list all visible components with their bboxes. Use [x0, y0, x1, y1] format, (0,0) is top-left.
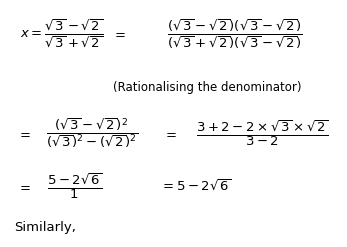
Text: $\dfrac{3+2-2\times\sqrt{3}\times\sqrt{2}}{3-2}$: $\dfrac{3+2-2\times\sqrt{3}\times\sqrt{2…	[196, 118, 328, 148]
Text: $x = \dfrac{\sqrt{3}-\sqrt{2}}{\sqrt{3}+\sqrt{2}}$: $x = \dfrac{\sqrt{3}-\sqrt{2}}{\sqrt{3}+…	[20, 18, 103, 50]
Text: $=$: $=$	[112, 27, 126, 41]
Text: $=$: $=$	[17, 180, 31, 193]
Text: Similarly,: Similarly,	[14, 221, 76, 234]
Text: $\dfrac{(\sqrt{3}-\sqrt{2})^2}{(\sqrt{3})^2-(\sqrt{2})^2}$: $\dfrac{(\sqrt{3}-\sqrt{2})^2}{(\sqrt{3}…	[46, 116, 138, 150]
Text: $\dfrac{(\sqrt{3}-\sqrt{2})(\sqrt{3}-\sqrt{2})}{(\sqrt{3}+\sqrt{2})(\sqrt{3}-\sq: $\dfrac{(\sqrt{3}-\sqrt{2})(\sqrt{3}-\sq…	[167, 17, 303, 51]
Text: (Rationalising the denominator): (Rationalising the denominator)	[113, 81, 302, 94]
Text: $=$: $=$	[163, 127, 177, 140]
Text: $\dfrac{5-2\sqrt{6}}{1}$: $\dfrac{5-2\sqrt{6}}{1}$	[47, 171, 102, 201]
Text: $= 5-2\sqrt{6}$: $= 5-2\sqrt{6}$	[160, 179, 231, 194]
Text: $=$: $=$	[17, 127, 31, 140]
